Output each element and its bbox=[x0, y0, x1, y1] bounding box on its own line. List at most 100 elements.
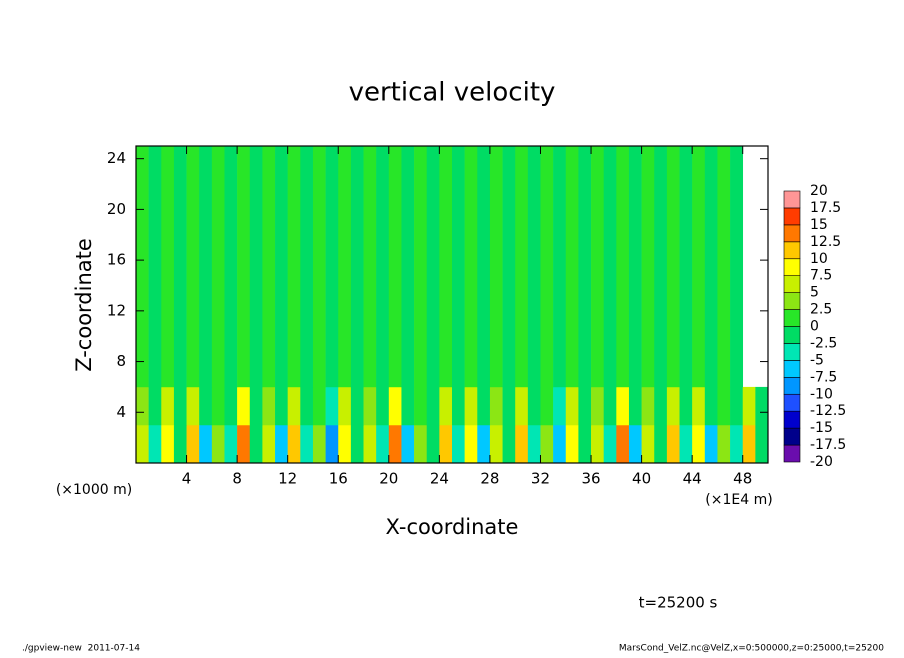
heat-cell bbox=[300, 386, 314, 426]
heat-cell bbox=[275, 386, 288, 426]
colorbar-swatch bbox=[783, 241, 801, 260]
colorbar-swatch bbox=[783, 326, 801, 344]
heat-cell bbox=[616, 146, 630, 388]
colorbar-label: -12.5 bbox=[810, 403, 846, 419]
heat-cell bbox=[515, 386, 529, 426]
colorbar-swatch bbox=[783, 224, 801, 243]
heat-cell bbox=[275, 146, 288, 388]
colorbar-swatch bbox=[783, 410, 801, 429]
heat-cell bbox=[502, 386, 516, 426]
heat-cell bbox=[692, 386, 706, 426]
heat-cell bbox=[388, 146, 402, 388]
heat-cell bbox=[717, 146, 731, 388]
colorbar-label: 20 bbox=[810, 183, 828, 199]
heat-cell bbox=[249, 386, 263, 426]
heat-cell bbox=[262, 146, 276, 388]
colorbar-swatch bbox=[783, 343, 801, 361]
colorbar-swatch bbox=[783, 377, 801, 395]
heat-cell bbox=[439, 146, 453, 388]
heat-cell bbox=[376, 146, 390, 388]
colorbar-swatch bbox=[783, 190, 801, 209]
heat-cell bbox=[287, 146, 301, 388]
heat-cell bbox=[312, 424, 326, 464]
heat-cell bbox=[224, 146, 238, 388]
heat-cell bbox=[742, 424, 756, 464]
heat-cell bbox=[704, 424, 718, 464]
x-tick-label: 24 bbox=[430, 470, 449, 488]
heat-cell bbox=[616, 386, 630, 426]
heat-cell bbox=[388, 424, 402, 464]
heat-cell bbox=[237, 424, 251, 464]
heat-cell bbox=[717, 386, 731, 426]
colorbar-label: -2.5 bbox=[810, 335, 837, 351]
colorbar-label: -20 bbox=[810, 454, 833, 470]
x-unit: (×1E4 m) bbox=[705, 492, 772, 508]
heat-cell bbox=[515, 424, 529, 464]
heat-cell bbox=[654, 386, 668, 426]
heat-cell bbox=[540, 386, 554, 426]
heat-cell bbox=[237, 146, 251, 388]
heat-cell bbox=[211, 424, 225, 464]
heat-cell bbox=[401, 424, 415, 464]
heat-cell bbox=[161, 146, 175, 388]
heat-cell bbox=[666, 386, 680, 426]
heat-cell bbox=[237, 386, 251, 426]
heat-cell bbox=[654, 424, 668, 464]
heat-cell bbox=[591, 386, 604, 426]
heat-cell bbox=[287, 386, 301, 426]
y-unit: (×1000 m) bbox=[56, 482, 132, 498]
heat-cell bbox=[199, 424, 213, 464]
colorbar-swatch bbox=[783, 427, 801, 446]
heat-cell bbox=[666, 424, 680, 464]
heat-cell bbox=[262, 424, 276, 464]
colorbar-label: -10 bbox=[810, 386, 833, 402]
colorbar-label: 10 bbox=[810, 251, 828, 267]
heat-cell bbox=[136, 386, 149, 426]
colorbar-label: 17.5 bbox=[810, 200, 841, 216]
annotation: t=25200 s bbox=[639, 594, 718, 612]
x-tick-label: 8 bbox=[232, 470, 242, 488]
heat-cell bbox=[173, 386, 187, 426]
heat-cell bbox=[452, 424, 465, 464]
heat-cell bbox=[692, 146, 706, 388]
heat-cell bbox=[565, 146, 579, 388]
heat-cell bbox=[464, 386, 478, 426]
heat-cell bbox=[730, 424, 744, 464]
heat-cell bbox=[350, 386, 364, 426]
heat-cell bbox=[414, 146, 428, 388]
colorbar-label: 2.5 bbox=[810, 302, 832, 318]
heat-cell bbox=[553, 424, 567, 464]
heat-cell bbox=[439, 424, 453, 464]
y-tick-label: 24 bbox=[107, 149, 126, 167]
footer-left: ./gpview-new 2011-07-14 bbox=[22, 644, 140, 654]
colorbar-swatch bbox=[783, 258, 801, 276]
heat-cell bbox=[578, 146, 592, 388]
heat-cell bbox=[249, 146, 263, 388]
x-tick-label: 32 bbox=[531, 470, 550, 488]
heat-cell bbox=[755, 424, 769, 464]
heat-cell bbox=[603, 146, 617, 388]
heat-cell bbox=[401, 146, 415, 388]
heat-cell bbox=[616, 424, 630, 464]
colorbar-swatch bbox=[783, 393, 801, 412]
y-axis-label: Z-coordinate bbox=[72, 238, 96, 372]
y-tick-label: 20 bbox=[107, 200, 126, 218]
heat-cell bbox=[439, 386, 453, 426]
heat-cell bbox=[477, 424, 491, 464]
heat-cell bbox=[325, 146, 339, 388]
heat-cell bbox=[300, 424, 314, 464]
colorbar-label: 5 bbox=[810, 285, 819, 301]
chart-title: vertical velocity bbox=[349, 78, 556, 108]
colorbar-swatch bbox=[783, 444, 801, 463]
x-axis-label: X-coordinate bbox=[386, 515, 519, 539]
x-tick-label: 20 bbox=[379, 470, 398, 488]
heat-cell bbox=[199, 386, 213, 426]
heat-cell bbox=[211, 386, 225, 426]
heat-cell bbox=[312, 386, 326, 426]
y-tick-label: 8 bbox=[116, 352, 126, 370]
colorbar-label: 7.5 bbox=[810, 268, 832, 284]
x-tick-label: 40 bbox=[632, 470, 651, 488]
heat-cell bbox=[363, 386, 377, 426]
heat-cell bbox=[591, 424, 604, 464]
heat-cell bbox=[388, 386, 402, 426]
